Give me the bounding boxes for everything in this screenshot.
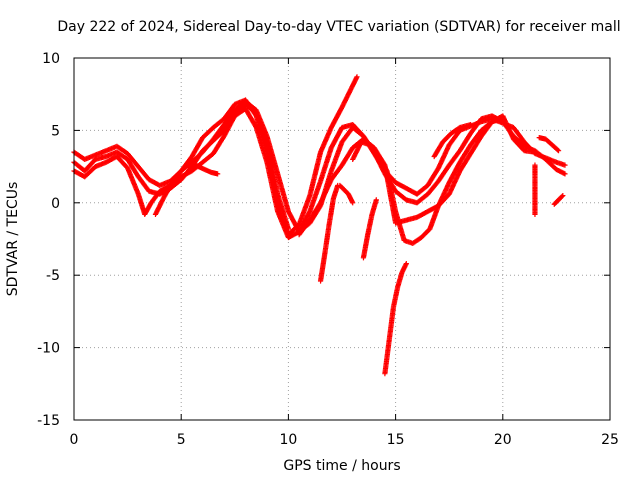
x-tick-label: 0 (70, 432, 79, 448)
series-track-9 (337, 182, 356, 206)
data-point (468, 122, 474, 128)
data-point (532, 149, 538, 155)
data-point (350, 200, 356, 206)
data-marks (71, 74, 568, 377)
series-track-8 (317, 182, 341, 284)
data-point (532, 211, 538, 217)
y-tick-label: 10 (42, 51, 60, 67)
y-tick-label: 0 (51, 196, 60, 212)
plot-frame (73, 57, 611, 421)
x-tick-label: 15 (387, 432, 405, 448)
series-track-15 (551, 192, 566, 207)
data-point (373, 197, 379, 203)
data-point (253, 123, 259, 129)
data-point (354, 74, 360, 80)
chart-title: Day 222 of 2024, Sidereal Day-to-day VTE… (57, 19, 620, 35)
data-point (560, 192, 566, 199)
x-tick-label: 5 (177, 432, 186, 448)
series-track-7 (350, 116, 506, 246)
data-point (555, 147, 561, 153)
data-point (383, 167, 389, 173)
y-tick-label: -10 (37, 341, 60, 357)
series-track-5 (189, 159, 221, 177)
data-point (403, 261, 409, 267)
data-point (285, 226, 291, 232)
series-track-13 (532, 162, 538, 217)
y-tick-label: 5 (51, 123, 60, 139)
x-tick-label: 20 (494, 432, 512, 448)
data-point (215, 171, 221, 177)
data-point (500, 116, 506, 122)
series-track-12 (431, 122, 474, 160)
data-point (562, 171, 568, 177)
y-axis-label: SDTVAR / TECUs (5, 182, 21, 297)
y-tick-label: -5 (46, 268, 60, 284)
series-track-11 (382, 261, 409, 377)
series-track-14 (536, 135, 562, 154)
data-point (555, 148, 562, 154)
tick-layer: 0 5 10 15 20 25 -15 -10 -5 0 5 10 (37, 51, 619, 448)
x-tick-label: 10 (279, 432, 297, 448)
x-tick-label: 25 (601, 432, 619, 448)
data-point (562, 162, 568, 168)
data-point (559, 193, 565, 200)
series-track-10 (360, 197, 379, 261)
x-axis-label: GPS time / hours (283, 458, 400, 474)
y-tick-label: -15 (37, 413, 60, 429)
